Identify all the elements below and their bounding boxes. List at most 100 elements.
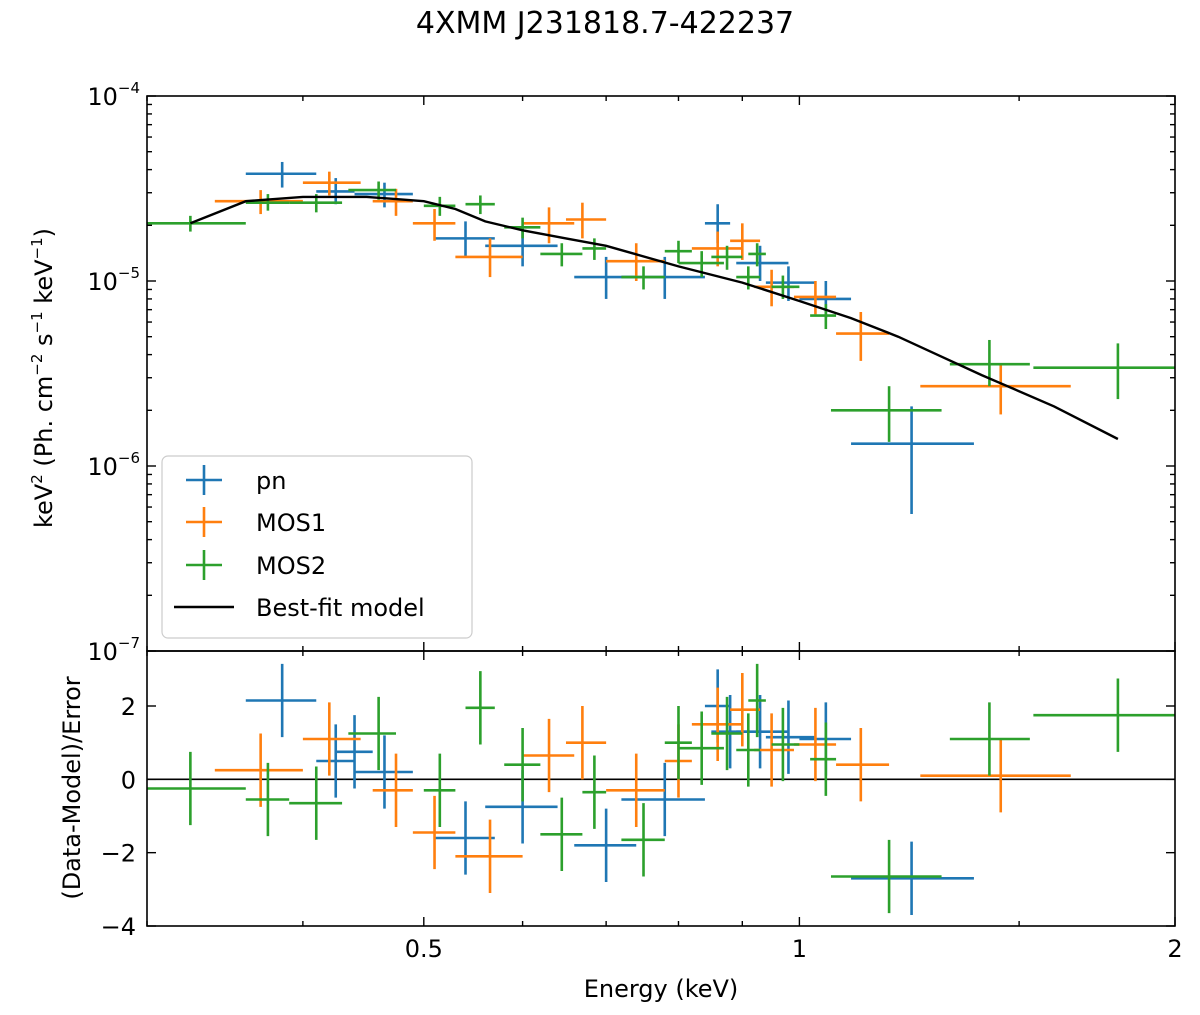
top-point-mos2: [245, 194, 290, 211]
bottom-point-mos2: [289, 766, 343, 840]
bottom-point-mos1: [455, 819, 523, 893]
legend-label: pn: [256, 467, 286, 495]
bottom-point-mos2: [348, 696, 397, 771]
bottom-point-pn: [316, 724, 355, 798]
bottom-point-pn: [765, 700, 816, 774]
top-point-mos2: [748, 243, 766, 267]
bottom-point-mos2: [147, 751, 246, 826]
bottom-series-mos1: [214, 673, 1071, 893]
top-panel-series: [147, 161, 1175, 515]
top-point-mos2: [810, 304, 837, 330]
bottom-point-mos1: [606, 753, 665, 827]
bottom-point-mos1: [691, 687, 743, 761]
bottom-point-mos2: [771, 707, 800, 782]
legend-entry-mos1: MOS1: [186, 507, 326, 537]
bottom-point-pn: [574, 808, 637, 882]
bottom-point-mos1: [412, 795, 456, 870]
top-point-mos2: [540, 243, 583, 267]
legend-box: [161, 455, 473, 639]
bottom-point-mos2: [504, 728, 541, 802]
bottom-point-mos2: [1033, 678, 1175, 752]
bottom-point-mos1: [522, 718, 575, 793]
bottom-y-tick-label: 2: [121, 693, 136, 721]
bottom-point-mos2: [423, 753, 456, 827]
bottom-point-mos1: [214, 733, 303, 807]
top-point-mos2: [711, 245, 743, 270]
top-y-tick-label: 10−5: [87, 264, 140, 296]
bottom-point-mos2: [664, 706, 692, 780]
top-point-mos1: [372, 188, 413, 216]
top-point-pn: [765, 266, 816, 301]
bottom-y-axis-label: (Data-Model)/Error: [58, 676, 86, 899]
top-y-tick-label: 10−6: [87, 449, 140, 481]
bottom-point-pn: [245, 663, 317, 738]
bottom-point-mos2: [582, 755, 607, 829]
top-point-mos1: [455, 238, 523, 278]
bottom-y-tick-label: 0: [121, 766, 136, 794]
bottom-point-mos1: [793, 707, 837, 782]
top-point-mos2: [830, 386, 942, 442]
x-tick-label: 0.5: [405, 935, 443, 963]
top-point-mos1: [606, 243, 665, 281]
top-point-mos1: [302, 171, 361, 196]
bottom-point-mos1: [730, 673, 761, 747]
top-point-mos1: [793, 281, 837, 315]
bottom-point-pn: [354, 735, 413, 809]
legend-entry-model: Best-fit model: [174, 594, 425, 622]
bottom-point-pn: [621, 762, 705, 837]
bottom-point-mos2: [245, 762, 290, 837]
bottom-point-mos2: [830, 839, 942, 914]
bottom-point-mos1: [565, 706, 607, 780]
bottom-point-pn: [434, 801, 495, 875]
top-point-mos2: [621, 266, 665, 290]
top-point-mos2: [582, 238, 607, 260]
bottom-point-mos2: [678, 711, 724, 785]
top-series-mos1: [214, 171, 1071, 415]
bottom-series-mos2: [147, 663, 1175, 914]
top-series-mos2: [147, 181, 1175, 442]
bottom-point-mos2: [465, 671, 495, 745]
bottom-panel-series: [147, 663, 1175, 915]
bottom-point-pn: [851, 841, 974, 915]
x-tick-label: 2: [1167, 935, 1182, 963]
top-point-mos1: [522, 207, 575, 244]
bottom-point-mos2: [621, 803, 665, 877]
top-point-pn: [736, 245, 789, 281]
bottom-point-mos2: [711, 696, 743, 771]
top-point-pn: [245, 161, 317, 188]
bottom-point-pn: [736, 695, 789, 769]
top-point-mos1: [920, 363, 1071, 415]
top-point-pn: [851, 406, 974, 515]
bottom-point-pn: [335, 715, 373, 789]
top-point-mos1: [691, 231, 743, 267]
top-point-mos2: [664, 240, 692, 264]
legend-label: Best-fit model: [256, 594, 425, 622]
top-point-pn: [354, 182, 413, 208]
legend-label: MOS2: [256, 552, 326, 580]
top-point-mos2: [423, 196, 456, 216]
bottom-point-mos1: [836, 728, 890, 802]
best-fit-model-line: [189, 195, 1119, 441]
legend-entry-pn: pn: [186, 465, 286, 495]
legend-label: MOS1: [256, 509, 326, 537]
top-point-mos1: [412, 209, 456, 241]
bottom-point-mos2: [949, 702, 1030, 776]
bottom-point-mos2: [540, 797, 583, 871]
x-tick-label: 1: [792, 935, 807, 963]
axes-frames: [146, 95, 1176, 927]
top-point-mos1: [565, 202, 607, 239]
bottom-point-mos1: [920, 739, 1071, 813]
chart-title: 4XMM J231818.7-422237: [416, 6, 794, 41]
bottom-point-mos2: [736, 713, 761, 787]
top-point-pn: [434, 221, 495, 257]
legend: pn MOS1 MOS2 Best-fit model: [161, 455, 473, 639]
top-point-mos2: [1033, 343, 1175, 400]
top-y-tick-label: 10−7: [87, 634, 140, 666]
axis-ticks: 10−4 10−5 10−6 10−7 2 0 −2 −4 0.5 1 2: [87, 79, 1182, 963]
x-axis-label: Energy (keV): [584, 975, 739, 1003]
top-point-mos2: [465, 195, 495, 215]
legend-entry-mos2: MOS2: [186, 550, 326, 580]
bottom-point-mos1: [372, 753, 413, 827]
bottom-y-tick-label: −4: [101, 913, 136, 941]
